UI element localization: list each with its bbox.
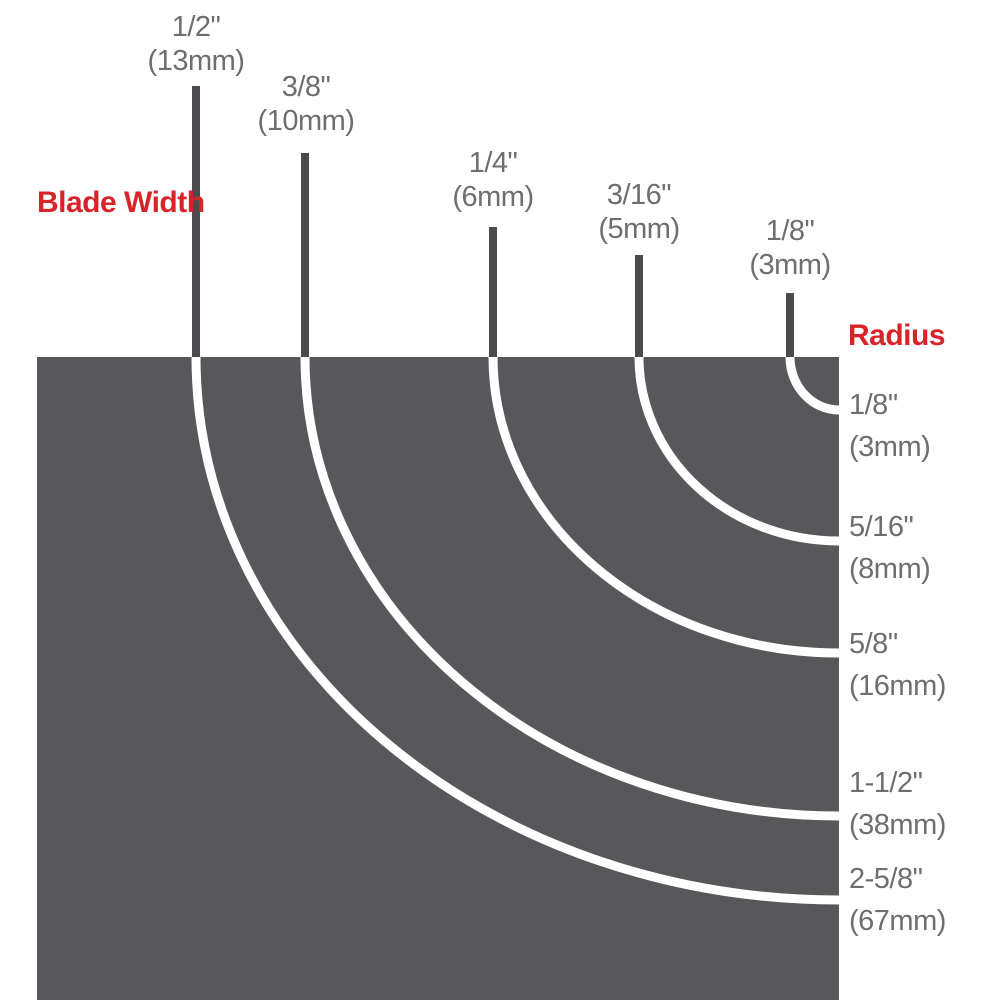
blade-size-in: 3/16" [606, 179, 672, 211]
radius-label-2-5-8in: 2-5/8" (67mm) [849, 858, 946, 942]
radius-label-1-1-2in: 1-1/2" (38mm) [849, 762, 946, 846]
blade-size-in: 1/4" [468, 147, 518, 179]
radius-arc-2-5-8in [191, 356, 840, 905]
radius-arc-1-8in [785, 356, 840, 415]
blade-line-3-8in [301, 153, 309, 357]
radius-size-mm: (8mm) [849, 553, 931, 585]
radius-label-1-8in: 1/8" (3mm) [849, 384, 931, 468]
radius-arc-1-1-2in [300, 356, 840, 821]
radius-size-in: 5/8" [849, 628, 898, 660]
radius-size-mm: (16mm) [849, 670, 946, 702]
radius-arc-5-8in [488, 356, 840, 658]
radius-size-in: 1-1/2" [849, 767, 923, 799]
radius-size-mm: (38mm) [849, 809, 946, 841]
blade-label-3-16in: 3/16" (5mm) [598, 178, 680, 246]
radius-size-in: 2-5/8" [849, 863, 923, 895]
radius-title: Radius [848, 317, 946, 354]
radius-title-text: Radius [848, 319, 946, 352]
blade-size-mm: (3mm) [749, 249, 831, 281]
radius-label-5-8in: 5/8" (16mm) [849, 623, 946, 707]
blade-size-mm: (13mm) [147, 45, 245, 77]
blade-label-1-2in: 1/2" (13mm) [148, 10, 245, 78]
blade-label-1-4in: 1/4" (6mm) [452, 146, 534, 214]
radius-label-5-16in: 5/16" (8mm) [849, 506, 931, 590]
blade-size-mm: (5mm) [598, 213, 680, 245]
radius-size-in: 5/16" [849, 511, 914, 543]
blade-width-title: Blade Width [37, 184, 205, 221]
radius-arc-5-16in [634, 356, 840, 546]
material-block [37, 357, 839, 1000]
blade-size-mm: (10mm) [257, 105, 355, 137]
radius-size-mm: (67mm) [849, 905, 946, 937]
blade-line-1-2in [192, 86, 200, 357]
blade-size-in: 1/8" [765, 215, 815, 247]
radius-size-in: 1/8" [849, 389, 898, 421]
blade-line-1-4in [489, 227, 497, 357]
blade-size-in: 1/2" [171, 11, 221, 43]
blade-line-1-8in [786, 293, 794, 357]
blade-label-3-8in: 3/8" (10mm) [258, 70, 355, 138]
blade-size-in: 3/8" [281, 71, 331, 103]
radius-size-mm: (3mm) [849, 431, 931, 463]
blade-line-3-16in [635, 255, 643, 357]
blade-label-1-8in: 1/8" (3mm) [749, 214, 831, 282]
blade-size-mm: (6mm) [452, 181, 534, 213]
blade-width-title-line1: Blade Width [37, 186, 205, 219]
